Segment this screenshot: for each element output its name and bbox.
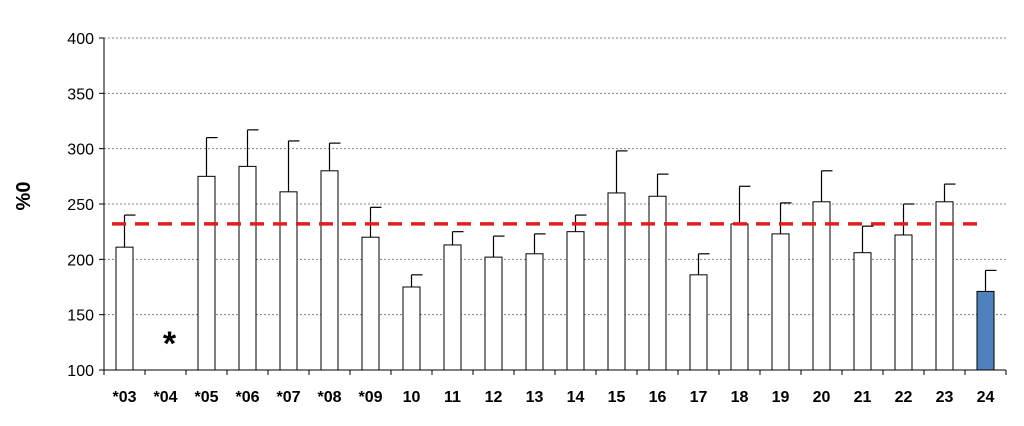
bar xyxy=(238,165,257,371)
x-category-label: 14 xyxy=(567,389,585,406)
bars xyxy=(115,165,995,371)
bar xyxy=(812,201,831,371)
x-category-label: 18 xyxy=(731,389,749,406)
bar xyxy=(894,234,913,371)
y-axis-label: %0 xyxy=(13,182,35,211)
bar xyxy=(484,256,503,371)
x-category-label: *03 xyxy=(112,389,136,406)
bar xyxy=(607,192,626,371)
y-tick-label: 400 xyxy=(67,31,94,48)
bar xyxy=(566,231,585,371)
bar xyxy=(443,244,462,371)
x-axis-categories: *03 *04 *05 *06 *07 *08 *09 10 11 12 13 14 15 16 17 18 1… xyxy=(103,370,1007,406)
y-axis-ticks: 100 150 200 250 300 350 400 xyxy=(67,31,104,380)
bar xyxy=(853,252,872,371)
bar xyxy=(402,286,421,371)
y-tick-label: 250 xyxy=(67,197,94,214)
y-tick-label: 200 xyxy=(67,252,94,269)
x-category-label: *08 xyxy=(317,389,341,406)
bar xyxy=(197,175,216,371)
y-tick-label: 300 xyxy=(67,142,94,159)
bar xyxy=(771,233,790,371)
y-tick-label: 350 xyxy=(67,86,94,103)
bar xyxy=(279,191,298,371)
y-tick-label: 150 xyxy=(67,308,94,325)
missing-data-marker: * xyxy=(163,325,177,363)
x-category-label: 19 xyxy=(772,389,790,406)
x-category-label: 10 xyxy=(403,389,421,406)
bar xyxy=(320,170,339,371)
x-category-label: 12 xyxy=(485,389,503,406)
bar xyxy=(115,246,134,371)
x-category-label: 16 xyxy=(649,389,667,406)
x-category-label: 11 xyxy=(444,389,461,406)
x-category-label: 24 xyxy=(977,389,995,406)
x-category-label: *04 xyxy=(153,389,177,406)
x-category-label: *06 xyxy=(235,389,259,406)
y-tick-label: 100 xyxy=(67,363,94,380)
bar xyxy=(935,201,954,371)
x-category-label: 22 xyxy=(895,389,913,406)
x-category-label: *05 xyxy=(194,389,218,406)
x-category-label: 15 xyxy=(608,389,626,406)
x-category-label: *09 xyxy=(358,389,382,406)
bar xyxy=(976,290,995,371)
x-category-label: 23 xyxy=(936,389,954,406)
bar xyxy=(361,236,380,371)
error-bars xyxy=(123,129,997,292)
x-category-label: *07 xyxy=(276,389,300,406)
bar xyxy=(730,223,749,371)
bar xyxy=(525,253,544,371)
x-category-label: 21 xyxy=(854,389,872,406)
x-category-label: 20 xyxy=(813,389,831,406)
x-category-label: 17 xyxy=(690,389,708,406)
x-category-label: 13 xyxy=(526,389,544,406)
bar xyxy=(689,274,708,371)
